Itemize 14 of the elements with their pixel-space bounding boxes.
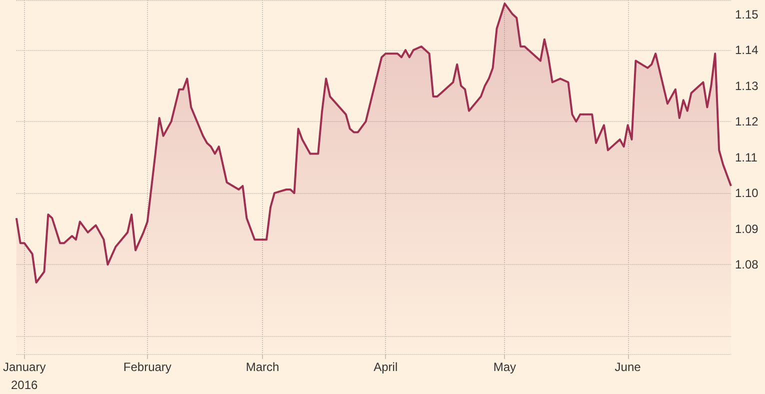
x-tick-label: January 2016 [2, 360, 46, 392]
x-tick-label: February [123, 360, 172, 374]
y-tick-label: 1.09 [735, 222, 759, 236]
y-tick-label: 1.08 [735, 258, 759, 272]
x-tick-label: June [614, 360, 642, 374]
x-tick-label: April [374, 360, 398, 374]
y-tick-label: 1.15 [735, 7, 759, 22]
x-tick-label: March [246, 360, 280, 374]
y-tick-label: 1.13 [735, 78, 759, 93]
y-tick-label: 1.11 [735, 150, 758, 164]
x-tick-label: May [493, 360, 516, 374]
y-tick-label: 1.12 [735, 114, 759, 129]
y-tick-label: 1.10 [735, 186, 759, 200]
y-tick-label: 1.14 [735, 43, 759, 58]
